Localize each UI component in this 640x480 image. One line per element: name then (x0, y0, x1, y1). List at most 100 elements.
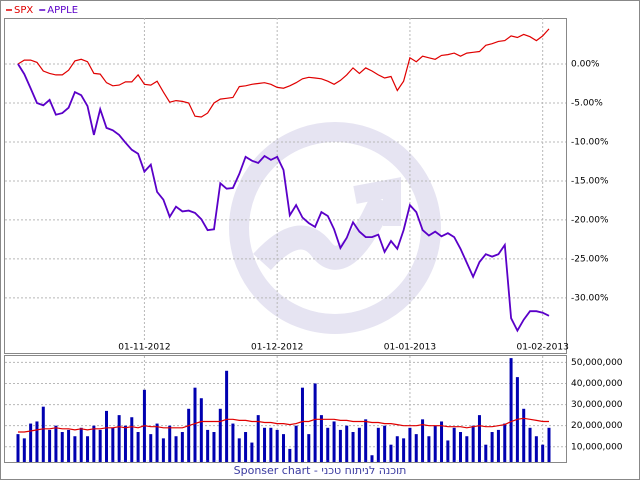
volume-bar (503, 423, 507, 462)
volume-bar (440, 421, 444, 462)
volume-bar (433, 425, 437, 462)
volume-bar (288, 448, 292, 462)
volume-bar (534, 436, 538, 462)
volume-bar (275, 429, 279, 462)
volume-bar (509, 358, 513, 462)
volume-bar (130, 417, 134, 462)
volume-bar (187, 408, 191, 462)
volume-bar (313, 383, 317, 462)
volume-bar (490, 432, 494, 462)
volume-bar (383, 425, 387, 462)
volume-bar (364, 419, 368, 462)
volume-bar (402, 438, 406, 462)
volume-bar (370, 455, 374, 462)
volume-bar (86, 436, 90, 462)
watermark (229, 122, 441, 334)
volume-bar (79, 427, 83, 462)
volume-bar (294, 425, 298, 462)
y-tick-label: 30,000,000 (571, 400, 623, 410)
y-tick-label: -15.00% (571, 176, 609, 186)
volume-bar (73, 436, 77, 462)
volume-bar (22, 438, 26, 462)
volume-bar (117, 415, 121, 462)
volume-bar (174, 436, 178, 462)
volume-bar (446, 440, 450, 462)
volume-bar (105, 410, 108, 462)
volume-bar (452, 427, 456, 462)
series-line (18, 417, 549, 433)
x-tick-label: 01-02-2013 (517, 343, 569, 353)
volume-bar (136, 432, 140, 462)
volume-bar (41, 406, 45, 462)
volume-bar (256, 415, 260, 462)
series-line (17, 28, 550, 118)
volume-bar (60, 432, 64, 462)
x-tick-label: 01-12-2012 (251, 343, 303, 353)
volume-bar (408, 427, 412, 462)
volume-bar (338, 429, 342, 462)
volume-bar (332, 421, 336, 462)
volume-bar (414, 434, 418, 462)
y-tick-label: -20.00% (571, 215, 609, 225)
volume-bar (459, 432, 462, 462)
volume-bar (98, 429, 102, 462)
volume-bar (376, 427, 380, 462)
volume-bar (395, 436, 399, 462)
volume-bar (193, 387, 197, 462)
x-tick-label: 01-01-2013 (384, 343, 436, 353)
volume-bar (357, 427, 361, 462)
volume-bar (300, 387, 304, 462)
volume-bar (465, 436, 469, 462)
legend-label: APPLE (47, 5, 78, 16)
volume-bar (35, 421, 39, 462)
volume-bar (471, 425, 475, 462)
volume-bar (218, 408, 222, 462)
volume-bar (225, 370, 229, 462)
volume-bar (237, 438, 241, 462)
y-tick-label: -10.00% (571, 137, 609, 147)
y-tick-label: 0.00% (571, 60, 600, 70)
volume-bar (477, 415, 481, 462)
legend-label: SPX (14, 5, 33, 16)
volume-bar (149, 434, 153, 462)
volume-bar (528, 427, 532, 462)
volume-bar (48, 429, 52, 462)
volume-bar (541, 444, 545, 462)
volume-bar (180, 432, 184, 462)
y-tick-label: -25.00% (571, 254, 609, 264)
volume-bar (92, 425, 96, 462)
volume-bar (212, 432, 216, 462)
volume-bar (29, 423, 33, 462)
volume-bar (427, 436, 431, 462)
footer: Sponser chart - תוכנה לניתוח טכני (234, 464, 407, 477)
volume-bar (206, 429, 210, 462)
volume-bar (244, 432, 248, 462)
volume-bar (484, 444, 488, 462)
volume-bar (199, 398, 203, 462)
volume-bar (345, 425, 349, 462)
volume-bar (319, 415, 323, 462)
volume-bar (67, 429, 71, 462)
volume-bar (547, 427, 551, 462)
volume-bar (351, 432, 355, 462)
volume-bar (421, 419, 425, 462)
volume-bar (307, 434, 311, 462)
x-tick-label: 01-11-2012 (118, 343, 170, 353)
volume-bar (161, 438, 165, 462)
y-tick-label: 10,000,000 (571, 442, 623, 452)
y-tick-label: 50,000,000 (571, 358, 623, 368)
volume-bar (326, 427, 330, 462)
volume-bar (496, 429, 500, 462)
volume-bar (54, 425, 58, 462)
y-tick-label: 20,000,000 (571, 421, 623, 431)
volume-bar (269, 427, 273, 462)
volume-bar (263, 427, 267, 462)
volume-bar (522, 408, 526, 462)
y-tick-label: -5.00% (571, 98, 603, 108)
volume-bar (282, 434, 285, 462)
volume-bar (231, 423, 235, 462)
volume-bar (155, 423, 159, 462)
volume-bar (123, 425, 127, 462)
series-line (17, 63, 550, 333)
